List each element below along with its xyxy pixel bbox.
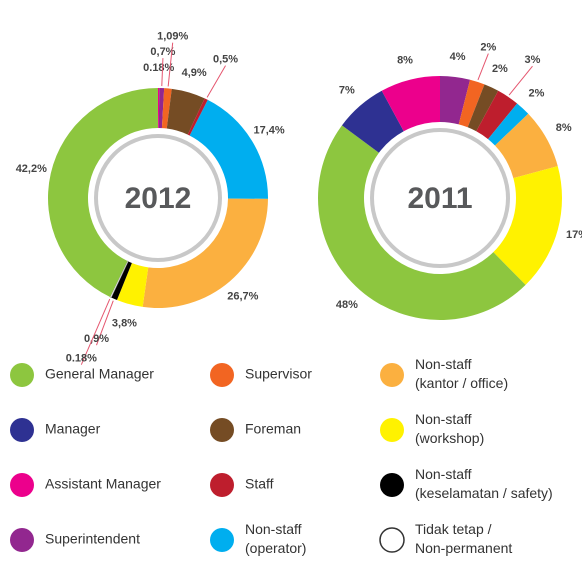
slice — [318, 125, 526, 320]
slice — [187, 98, 208, 136]
chart-title: 2011 — [407, 182, 472, 215]
legend-label: Non-permanent — [415, 540, 512, 556]
slice — [488, 103, 529, 146]
legend-label: (workshop) — [415, 430, 484, 446]
hole-ring — [370, 128, 510, 268]
leader-line — [167, 42, 174, 87]
legend-label: (operator) — [245, 540, 306, 556]
legend-label: Manager — [45, 421, 101, 437]
hole-ring — [94, 134, 222, 262]
legend-label: (kantor / office) — [415, 375, 508, 391]
value-label: 3% — [525, 54, 541, 66]
legend-label: Non-staff — [415, 356, 472, 372]
slice — [158, 88, 160, 129]
leader-line — [80, 298, 111, 365]
slice — [158, 88, 165, 129]
slice — [161, 88, 172, 129]
legend-label: Foreman — [245, 421, 301, 437]
slice — [476, 90, 518, 140]
value-label: 3,8% — [112, 318, 137, 330]
legend-swatch — [210, 528, 234, 552]
leader-line — [206, 65, 226, 98]
value-label: 17% — [566, 229, 582, 241]
slice — [166, 88, 205, 135]
legend-label: Assistant Manager — [45, 476, 161, 492]
legend-label: Superintendent — [45, 531, 140, 547]
legend-label: Staff — [245, 476, 274, 492]
legend-swatch — [380, 418, 404, 442]
slice — [189, 99, 268, 199]
value-label: 8% — [397, 54, 413, 66]
legend-swatch — [210, 418, 234, 442]
slice — [494, 113, 558, 179]
legend-swatch — [380, 473, 404, 497]
value-label: 48% — [336, 299, 358, 311]
value-label: 26,7% — [227, 290, 258, 302]
value-label: 4,9% — [182, 67, 207, 79]
value-label: 0,5% — [213, 54, 238, 66]
value-label: 2% — [528, 88, 544, 100]
legend-swatch — [10, 473, 34, 497]
value-label: 0,7% — [150, 46, 175, 58]
legend-swatch — [380, 363, 404, 387]
leader-line — [96, 300, 114, 346]
chart-title: 2012 — [125, 182, 192, 215]
value-label: 2% — [492, 63, 508, 75]
slice — [440, 76, 471, 125]
slice — [142, 198, 268, 308]
slice — [109, 260, 129, 298]
legend-label: Non-staff — [415, 411, 472, 427]
legend-label: Non-staff — [245, 521, 302, 537]
legend-label: (keselamatan / safety) — [415, 485, 553, 501]
value-label: 8% — [556, 122, 572, 134]
slice — [47, 88, 159, 297]
slice — [467, 84, 499, 132]
value-label: 1,09% — [157, 31, 188, 43]
legend-swatch — [10, 528, 34, 552]
slice — [111, 261, 132, 301]
leader-line — [161, 58, 164, 87]
value-label: 0,9% — [84, 333, 109, 345]
legend-label: Non-staff — [415, 466, 472, 482]
legend-swatch — [210, 363, 234, 387]
slice — [458, 79, 485, 128]
slice — [493, 166, 562, 285]
value-label: 17,4% — [253, 124, 284, 136]
legend-swatch — [10, 418, 34, 442]
leader-line — [477, 53, 489, 81]
legend-label: Tidak tetap / — [415, 521, 492, 537]
legend-label: Supervisor — [245, 366, 312, 382]
slice — [116, 262, 149, 307]
value-label: 0.18% — [66, 353, 97, 365]
legend-swatch — [379, 527, 405, 553]
legend-swatch — [10, 363, 34, 387]
value-label: 4% — [450, 51, 466, 63]
legend-label: General Manager — [45, 366, 154, 382]
value-label: 42,2% — [16, 163, 47, 175]
value-label: 2% — [480, 41, 496, 53]
legend-swatch — [210, 473, 234, 497]
slice — [381, 76, 440, 132]
leader-line — [508, 65, 533, 96]
value-label: 7% — [339, 85, 355, 97]
value-label: 0.18% — [143, 62, 174, 74]
slice — [341, 90, 404, 153]
